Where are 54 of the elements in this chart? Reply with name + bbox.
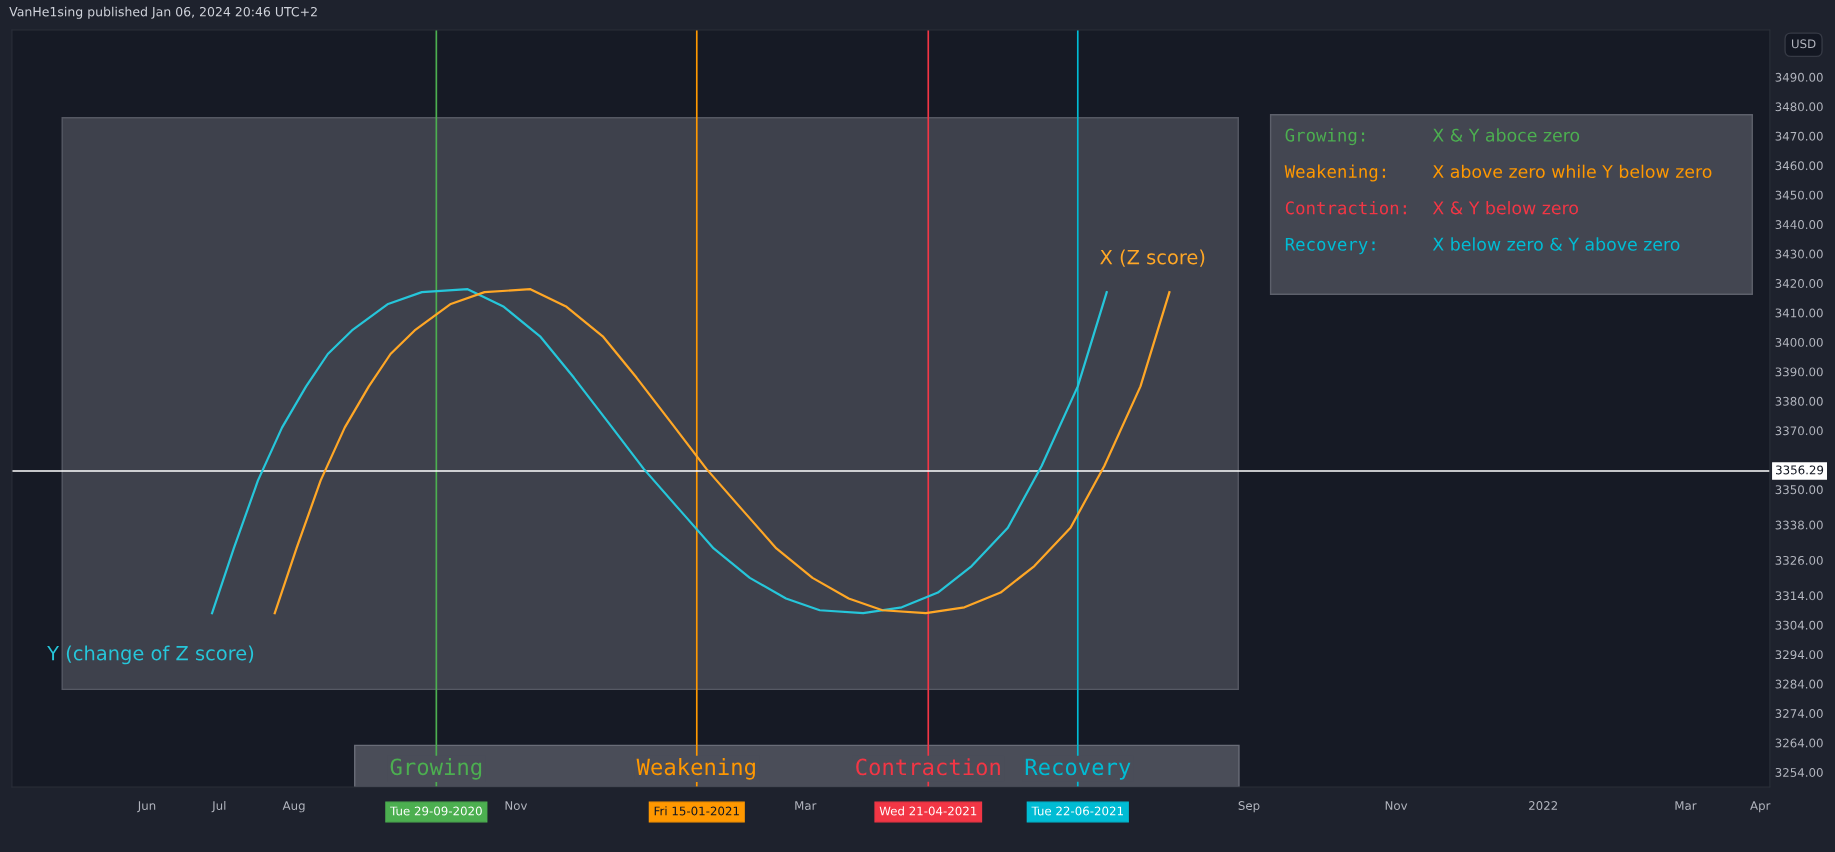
- series-label: X (Z score): [1100, 249, 1205, 267]
- x-tick-label: Nov: [1385, 801, 1408, 811]
- annotation: Growing:: [1285, 128, 1365, 146]
- x-tick-label: Aug: [282, 801, 305, 813]
- y-tick-label: 3480.00: [1775, 102, 1823, 112]
- y-tick-label: 3264.00: [1775, 738, 1823, 748]
- annotation: X & Y below zero: [1432, 201, 1579, 215]
- y-tick-label: 3254.00: [1775, 767, 1823, 777]
- annotation: Weakening:: [1284, 164, 1386, 182]
- y-tick-label: 3450.00: [1775, 190, 1823, 200]
- text: Tue 22-06-2021: [1031, 806, 1123, 816]
- x-tick-label: Sep: [1238, 801, 1260, 813]
- y-tick-label: 3370.00: [1775, 426, 1823, 436]
- text: Tue 29-09-2020: [390, 806, 482, 816]
- ref-line-label: Growing: [390, 757, 482, 780]
- y-tick-label: 3350.00: [1775, 485, 1823, 495]
- y-tick-label: 3294.00: [1775, 650, 1823, 660]
- y-tick-label: 3400.00: [1775, 337, 1823, 347]
- text: Fri 15-01-2021: [654, 806, 739, 816]
- x-tick-label: Mar: [1675, 801, 1697, 811]
- annotation: X & Y aboce zero: [1432, 128, 1580, 142]
- y-tick-label: 3420.00: [1775, 279, 1823, 288]
- y-tick-label: 3326.00: [1775, 555, 1823, 565]
- y-tick-label: 3470.00: [1775, 131, 1823, 141]
- x-tick-label: Jun: [137, 801, 156, 813]
- annotation: Recovery:: [1285, 237, 1375, 255]
- x-tick-label: Mar: [795, 801, 817, 811]
- x-tick-label: Nov: [505, 801, 528, 811]
- text: Y (change of Z score): [47, 645, 254, 665]
- y-tick-label: 3490.00: [1775, 72, 1823, 82]
- x-tick-label: 2022: [1529, 801, 1558, 811]
- y-tick-label: 3338.00: [1775, 520, 1823, 530]
- x-tick-label: Apr: [1750, 801, 1771, 813]
- y-tick-label: 3460.00: [1775, 161, 1823, 171]
- y-tick-label: 3410.00: [1775, 308, 1823, 318]
- annotation: X below zero & Y above zero: [1432, 237, 1680, 251]
- ref-line-label: Contraction: [856, 758, 1000, 776]
- annotation: X above zero while Y below zero: [1432, 164, 1712, 179]
- annotation: Contraction:: [1285, 201, 1406, 215]
- y-tick-label: 3440.00: [1775, 220, 1823, 230]
- ref-line-label: Weakening: [636, 757, 755, 780]
- y-tick-label: 3304.00: [1775, 620, 1823, 630]
- y-tick-label: 3380.00: [1775, 396, 1823, 406]
- text: VanHe1sing published Jan 06, 2024 20:46 UTC+2: [9, 6, 317, 19]
- x-tick-label: Jul: [211, 800, 226, 813]
- ref-line-label: 3356.29: [1776, 465, 1824, 475]
- text: Wed 21-04-2021: [879, 806, 977, 816]
- y-tick-label: 3284.00: [1775, 679, 1823, 689]
- y-tick-label: 3430.00: [1775, 249, 1823, 259]
- y-tick-label: 3314.00: [1775, 591, 1823, 601]
- y-axis-title: USD: [1791, 39, 1816, 49]
- ref-line-label: Recovery: [1025, 758, 1131, 780]
- y-tick-label: 3390.00: [1775, 367, 1823, 377]
- y-tick-label: 3274.00: [1775, 709, 1823, 719]
